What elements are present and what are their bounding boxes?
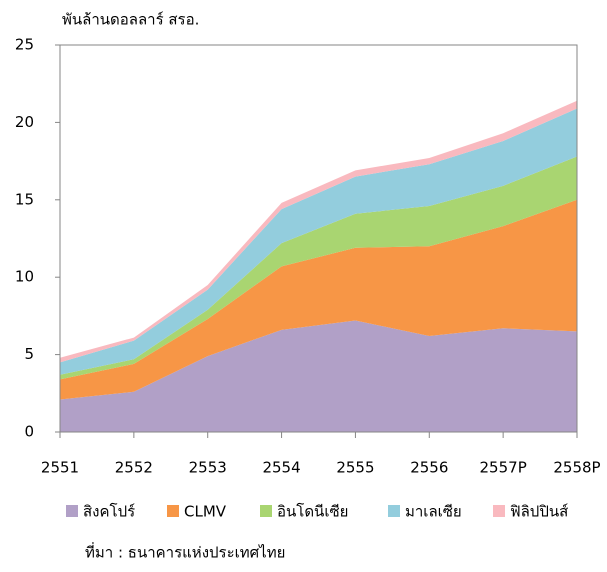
legend-swatch: [493, 505, 505, 517]
plot-frame: [59, 44, 578, 433]
y-axis-label: พันล้านดอลลาร์ สรอ.: [62, 11, 199, 29]
legend-swatch: [260, 505, 272, 517]
legend-swatch: [388, 505, 400, 517]
area: [60, 100, 577, 363]
y-tick-label: 20: [15, 113, 34, 131]
area: [60, 156, 577, 380]
x-tick-label: 2554: [262, 459, 300, 477]
y-tick-label: 10: [15, 268, 34, 286]
x-tick-label: 2552: [115, 459, 153, 477]
y-tick-label: 25: [15, 36, 34, 54]
legend-label: CLMV: [184, 503, 227, 521]
legend-label: ฟิลิปปินส์: [510, 503, 568, 521]
y-tick-label: 15: [15, 190, 34, 208]
legend-label: มาเลเซีย: [405, 503, 462, 521]
x-tick-label: 2553: [189, 459, 227, 477]
legend-label: อินโดนีเซีย: [277, 503, 348, 521]
area: [60, 320, 577, 432]
y-tick-label: 0: [24, 423, 34, 441]
legend-label: สิงคโปร์: [83, 503, 135, 521]
x-tick-label: 2557P: [480, 459, 527, 477]
y-tick-label: 5: [24, 345, 34, 363]
legend-swatch: [66, 505, 78, 517]
area: [60, 199, 577, 400]
x-tick-label: 2551: [41, 459, 79, 477]
legend-swatch: [167, 505, 179, 517]
area: [60, 108, 577, 375]
x-tick-label: 2555: [336, 459, 374, 477]
x-tick-label: 2558P: [553, 459, 600, 477]
source: ที่มา : ธนาคารแห่งประเทศไทย: [85, 542, 285, 562]
x-tick-label: 2556: [410, 459, 448, 477]
